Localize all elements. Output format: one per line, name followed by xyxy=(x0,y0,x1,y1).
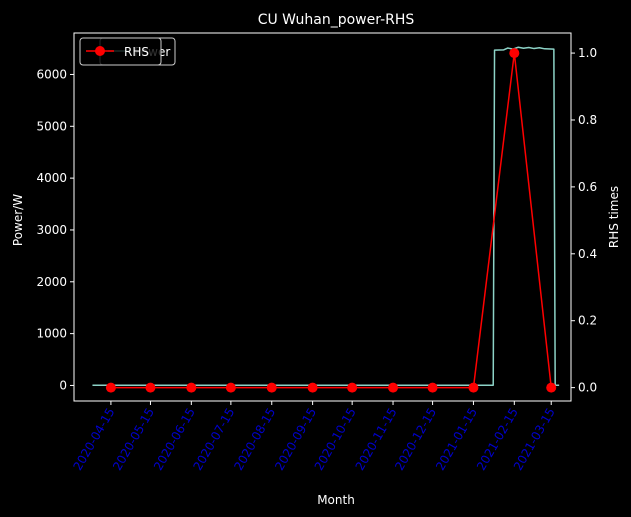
series-1-point-11 xyxy=(546,382,557,393)
right-y-tick-label-1: 0.2 xyxy=(578,314,597,328)
legend-rhs: RHS xyxy=(79,37,162,66)
axes-frame xyxy=(73,32,572,402)
right-axis-label: RHS times xyxy=(607,186,621,248)
left-y-tick-label-0: 0 xyxy=(59,378,67,392)
legend-rhs-frame xyxy=(79,37,162,66)
left-y-tick-label-1: 1000 xyxy=(36,327,67,341)
left-y-tick-label-4: 4000 xyxy=(36,171,67,185)
legend-rhs-marker xyxy=(95,46,105,56)
series-1-point-8 xyxy=(427,382,438,393)
right-y-tick-label-5: 1.0 xyxy=(578,46,597,60)
series-1-point-2 xyxy=(186,382,197,393)
x-axis-label: Month xyxy=(317,493,355,507)
series-1-point-0 xyxy=(105,382,116,393)
left-y-tick-label-2: 2000 xyxy=(36,275,67,289)
left-y-tick-label-6: 6000 xyxy=(36,67,67,81)
series-1-point-4 xyxy=(266,382,277,393)
right-y-tick-label-0: 0.0 xyxy=(578,381,597,395)
series-1-point-6 xyxy=(347,382,358,393)
right-y-tick-label-4: 0.8 xyxy=(578,113,597,127)
series-1-point-3 xyxy=(225,382,236,393)
left-axis-label: Power/W xyxy=(11,194,25,246)
series-1-point-5 xyxy=(307,382,318,393)
left-y-tick-label-3: 3000 xyxy=(36,223,67,237)
series-1-point-7 xyxy=(388,382,399,393)
left-y-tick-label-5: 5000 xyxy=(36,119,67,133)
series-1-point-10 xyxy=(509,48,520,59)
legend-rhs-label: RHS xyxy=(124,45,149,59)
series-1-point-1 xyxy=(145,382,156,393)
right-y-tick-label-3: 0.6 xyxy=(578,180,597,194)
series-1-point-9 xyxy=(468,382,479,393)
series-1-line xyxy=(110,52,552,389)
right-y-tick-label-2: 0.4 xyxy=(578,247,597,261)
chart-title: CU Wuhan_power-RHS xyxy=(258,12,415,28)
plot-area xyxy=(92,46,560,393)
